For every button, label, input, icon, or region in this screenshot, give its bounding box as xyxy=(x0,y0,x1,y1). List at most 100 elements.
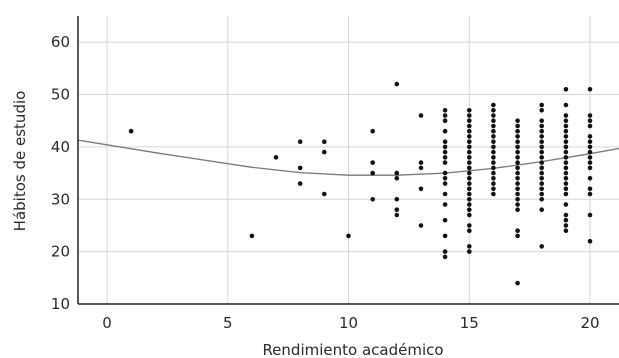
data-point xyxy=(442,202,448,207)
data-point xyxy=(539,165,544,171)
data-point xyxy=(467,139,472,144)
data-point xyxy=(539,139,544,144)
data-point xyxy=(418,160,424,165)
data-point xyxy=(491,165,496,171)
data-point xyxy=(587,118,593,123)
data-point xyxy=(539,102,544,108)
data-point xyxy=(442,249,448,254)
data-point xyxy=(539,170,544,176)
data-point xyxy=(442,181,448,186)
data-point xyxy=(322,149,327,155)
data-point xyxy=(587,186,593,192)
data-point xyxy=(515,160,520,165)
data-point xyxy=(563,123,569,129)
data-point xyxy=(515,202,520,207)
data-point xyxy=(563,144,569,150)
data-point xyxy=(297,165,303,171)
data-point xyxy=(394,207,400,212)
data-point xyxy=(467,113,472,118)
data-point xyxy=(587,238,593,244)
data-point xyxy=(491,123,496,129)
data-point xyxy=(539,160,544,165)
x-axis-label: Rendimiento académico xyxy=(262,341,443,358)
data-point xyxy=(539,118,544,123)
x-tick-label: 20 xyxy=(580,314,599,332)
data-point xyxy=(491,186,496,192)
data-point xyxy=(467,212,472,218)
data-point xyxy=(515,228,520,233)
data-point xyxy=(491,176,496,181)
data-point xyxy=(539,176,544,181)
data-point xyxy=(563,149,569,155)
data-point xyxy=(491,134,496,139)
data-point xyxy=(539,207,544,212)
data-point xyxy=(394,212,400,218)
data-point xyxy=(370,160,376,165)
data-point xyxy=(539,149,544,155)
data-point xyxy=(539,134,544,139)
data-point xyxy=(418,113,424,118)
data-point xyxy=(467,108,472,113)
data-point xyxy=(563,191,569,197)
data-point xyxy=(418,165,424,171)
data-point xyxy=(491,181,496,186)
data-point xyxy=(394,81,400,87)
data-point xyxy=(563,202,569,207)
data-point xyxy=(394,170,400,176)
data-point xyxy=(563,113,569,118)
data-point xyxy=(467,181,472,186)
data-point xyxy=(467,160,472,165)
data-point xyxy=(491,170,496,176)
data-point xyxy=(515,181,520,186)
data-point xyxy=(491,102,496,108)
data-point xyxy=(467,144,472,150)
data-point xyxy=(467,207,472,212)
data-point xyxy=(539,244,544,249)
y-tick-label: 60 xyxy=(51,33,70,51)
data-point xyxy=(587,212,593,218)
data-point xyxy=(515,197,520,202)
data-point xyxy=(418,186,424,192)
data-point xyxy=(563,217,569,223)
data-point xyxy=(467,228,472,233)
data-point xyxy=(563,176,569,181)
x-tick-label: 5 xyxy=(223,314,233,332)
data-point xyxy=(515,144,520,150)
data-point xyxy=(346,233,351,239)
data-point xyxy=(491,144,496,150)
data-point xyxy=(442,155,448,160)
data-point xyxy=(467,223,472,228)
data-point xyxy=(442,176,448,181)
data-point xyxy=(539,108,544,113)
data-point xyxy=(563,128,569,134)
data-point xyxy=(515,233,520,239)
data-point xyxy=(491,118,496,123)
data-point xyxy=(467,191,472,197)
data-point xyxy=(370,170,376,176)
data-point xyxy=(539,186,544,192)
data-point xyxy=(539,123,544,129)
data-point xyxy=(322,139,327,144)
data-point xyxy=(539,128,544,134)
y-tick-label: 30 xyxy=(51,190,70,208)
data-point xyxy=(467,176,472,181)
data-point xyxy=(515,128,520,134)
data-point xyxy=(467,149,472,155)
data-point xyxy=(539,155,544,160)
data-point xyxy=(539,181,544,186)
data-point xyxy=(587,160,593,165)
x-tick-label: 10 xyxy=(339,314,358,332)
data-point xyxy=(515,176,520,181)
data-point xyxy=(563,223,569,228)
data-point xyxy=(587,149,593,155)
data-point xyxy=(467,123,472,129)
data-point xyxy=(442,191,448,197)
data-point xyxy=(467,165,472,171)
data-point xyxy=(563,165,569,171)
data-point xyxy=(515,149,520,155)
data-point xyxy=(563,102,569,108)
data-point xyxy=(563,181,569,186)
data-point xyxy=(515,165,520,171)
data-point xyxy=(491,149,496,155)
data-point xyxy=(249,233,255,239)
